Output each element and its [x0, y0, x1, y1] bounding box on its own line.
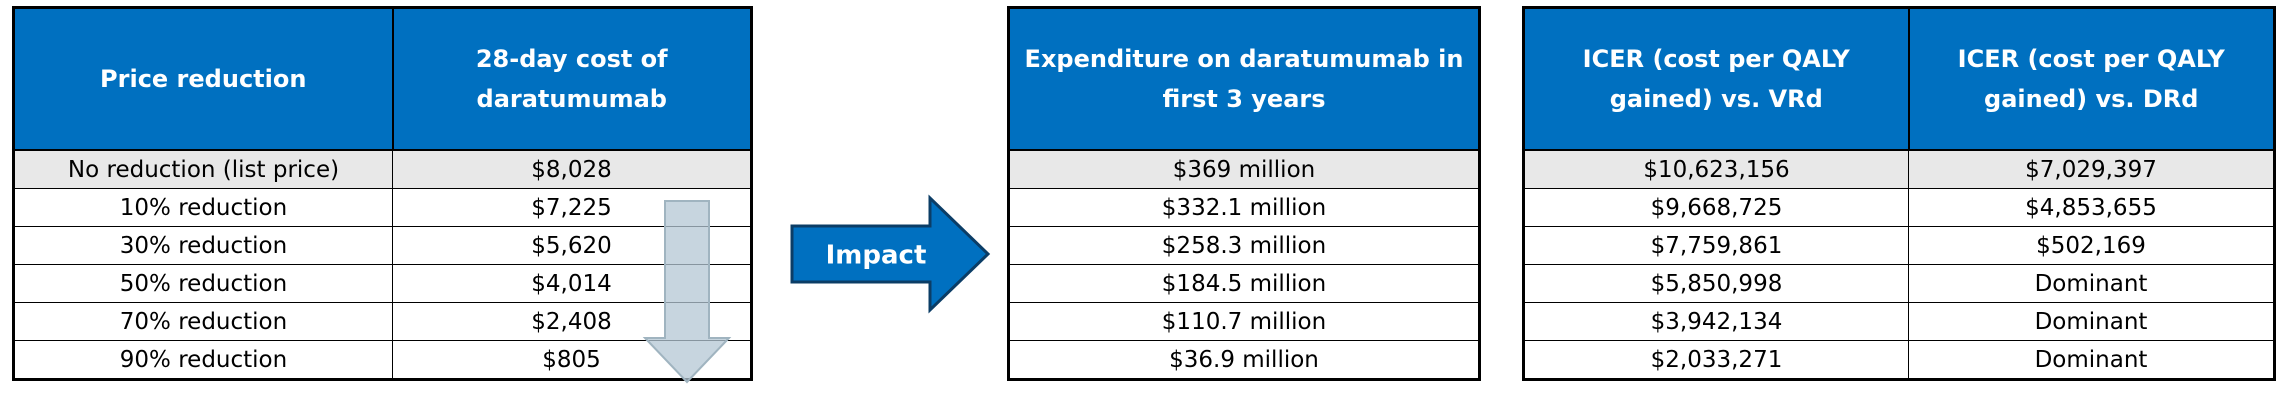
cell: $7,029,397 — [1908, 149, 2275, 189]
cell: $8,028 — [392, 149, 752, 189]
cell: $9,668,725 — [1523, 188, 1909, 227]
cell: No reduction (list price) — [13, 149, 393, 189]
row: $332.1 million — [1008, 188, 1480, 227]
impact-arrow — [790, 194, 991, 314]
row: $7,759,861 $502,169 — [1523, 226, 2275, 265]
header-cell: ICER (cost per QALY gained) vs. DRd — [1907, 6, 2276, 151]
row: $5,850,998 Dominant — [1523, 264, 2275, 303]
row: $9,668,725 $4,853,655 — [1523, 188, 2275, 227]
cell: $110.7 million — [1008, 302, 1480, 341]
row: 70% reduction $2,408 — [13, 302, 752, 341]
cell: $4,014 — [392, 264, 752, 303]
cell: $369 million — [1008, 149, 1480, 189]
row: 50% reduction $4,014 — [13, 264, 752, 303]
row: $36.9 million — [1008, 340, 1480, 380]
cell: $36.9 million — [1008, 340, 1480, 380]
impact-label: Impact — [826, 241, 927, 271]
header-cell: ICER (cost per QALY gained) vs. VRd — [1522, 6, 1910, 151]
row: $10,623,156 $7,029,397 — [1523, 149, 2275, 189]
header-cell: Expenditure on daratumumab in first 3 ye… — [1007, 6, 1481, 151]
cell: $5,620 — [392, 226, 752, 265]
cell: $502,169 — [1908, 226, 2275, 265]
cell: 10% reduction — [13, 188, 393, 227]
cell: $2,408 — [392, 302, 752, 341]
cell: 50% reduction — [13, 264, 393, 303]
row: 90% reduction $805 — [13, 340, 752, 380]
table: Expenditure on daratumumab in first 3 ye… — [1007, 6, 1481, 381]
cell: $7,225 — [392, 188, 752, 227]
cell: $5,850,998 — [1523, 264, 1909, 303]
cell: $2,033,271 — [1523, 340, 1909, 380]
header-row: Expenditure on daratumumab in first 3 ye… — [1007, 6, 1481, 151]
cell: 90% reduction — [13, 340, 393, 380]
cell: Dominant — [1908, 264, 2275, 303]
row: 10% reduction $7,225 — [13, 188, 752, 227]
table: ICER (cost per QALY gained) vs. VRd ICER … — [1522, 6, 2276, 381]
header-row: ICER (cost per QALY gained) vs. VRd ICER … — [1522, 6, 2276, 151]
row: $258.3 million — [1008, 226, 1480, 265]
row: No reduction (list price) $8,028 — [13, 149, 752, 189]
table: Price reduction 28-day cost of daratumuma… — [12, 6, 753, 381]
cell: $3,942,134 — [1523, 302, 1909, 341]
cell: Dominant — [1908, 340, 2275, 380]
header-row: Price reduction 28-day cost of daratumuma… — [12, 6, 753, 151]
cell: $332.1 million — [1008, 188, 1480, 227]
row: $110.7 million — [1008, 302, 1480, 341]
header-cell: Price reduction — [12, 6, 394, 151]
header-cell: 28-day cost of daratumumab — [391, 6, 753, 151]
cell: $184.5 million — [1008, 264, 1480, 303]
row: $184.5 million — [1008, 264, 1480, 303]
cell: $7,759,861 — [1523, 226, 1909, 265]
row: $3,942,134 Dominant — [1523, 302, 2275, 341]
cell: $258.3 million — [1008, 226, 1480, 265]
row: 30% reduction $5,620 — [13, 226, 752, 265]
cell: 30% reduction — [13, 226, 393, 265]
cell: $805 — [392, 340, 752, 380]
row: $2,033,271 Dominant — [1523, 340, 2275, 380]
cell: 70% reduction — [13, 302, 393, 341]
cell: $4,853,655 — [1908, 188, 2275, 227]
row: $369 million — [1008, 149, 1480, 189]
cell: Dominant — [1908, 302, 2275, 341]
cell: $10,623,156 — [1523, 149, 1909, 189]
